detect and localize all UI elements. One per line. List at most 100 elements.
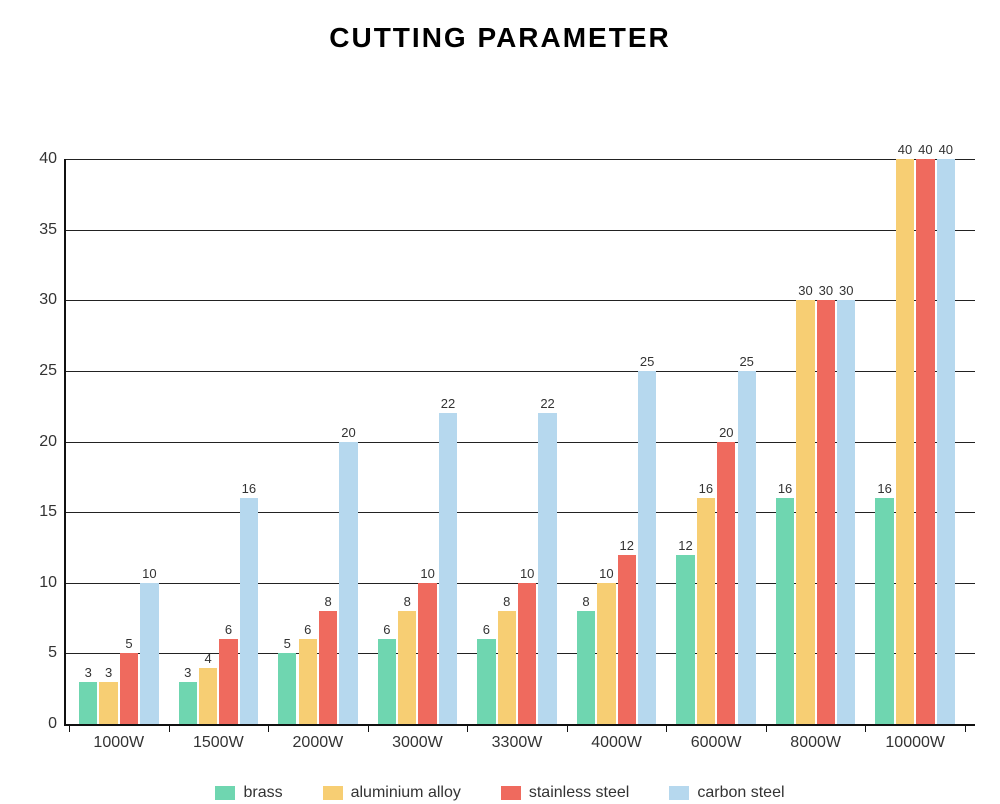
x-tick [865,724,866,732]
x-tick-label: 10000W [875,734,955,752]
x-tick-label: 6000W [676,734,756,752]
bar-brass [875,498,893,724]
bar-value-label: 16 [236,481,262,496]
y-tick-label: 10 [17,574,57,592]
bar-value-label: 10 [593,566,619,581]
chart-legend: brass aluminium alloy stainless steel carbo… [0,784,1000,802]
bar-carbon_steel [339,442,357,725]
bar-value-label: 22 [534,396,560,411]
bar-value-label: 12 [614,538,640,553]
bar-carbon_steel [240,498,258,724]
y-tick-label: 5 [17,644,57,662]
x-tick [467,724,468,732]
bar-value-label: 16 [871,481,897,496]
x-tick [169,724,170,732]
bar-value-label: 10 [514,566,540,581]
bar-value-label: 6 [215,622,241,637]
bar-brass [676,555,694,725]
y-tick-label: 0 [17,715,57,733]
bar-brass [179,682,197,724]
gridline [65,230,975,231]
legend-swatch [323,786,343,800]
x-tick-label: 3000W [378,734,458,752]
plot-area: 3351034616568206810226810228101225121620… [65,159,975,724]
x-tick [766,724,767,732]
bar-value-label: 30 [833,283,859,298]
x-tick [965,724,966,732]
bar-value-label: 8 [394,594,420,609]
bar-value-label: 6 [295,622,321,637]
bar-carbon_steel [439,413,457,724]
y-tick-label: 40 [17,150,57,168]
bar-carbon_steel [538,413,556,724]
bar-value-label: 16 [772,481,798,496]
x-tick-label: 3300W [477,734,557,752]
legend-item-stainless_steel: stainless steel [501,784,630,802]
y-tick-label: 20 [17,433,57,451]
legend-item-carbon_steel: carbon steel [669,784,784,802]
bar-stainless_steel [717,442,735,725]
bar-stainless_steel [418,583,436,724]
legend-swatch [669,786,689,800]
bar-value-label: 3 [175,665,201,680]
bar-stainless_steel [618,555,636,725]
x-axis [65,724,975,726]
x-tick [69,724,70,732]
legend-label: carbon steel [697,784,784,802]
bar-brass [278,653,296,724]
x-tick-label: 4000W [577,734,657,752]
x-tick [567,724,568,732]
bar-value-label: 5 [274,636,300,651]
x-tick-label: 1500W [179,734,259,752]
bar-aluminium_alloy [498,611,516,724]
bar-stainless_steel [916,159,934,724]
bar-brass [79,682,97,724]
legend-label: aluminium alloy [351,784,461,802]
bar-carbon_steel [638,371,656,724]
bar-carbon_steel [140,583,158,724]
bar-aluminium_alloy [896,159,914,724]
bar-value-label: 25 [734,354,760,369]
bar-aluminium_alloy [796,300,814,724]
x-tick-label: 8000W [776,734,856,752]
bar-aluminium_alloy [398,611,416,724]
bar-stainless_steel [219,639,237,724]
x-tick [666,724,667,732]
legend-swatch [215,786,235,800]
legend-item-brass: brass [215,784,282,802]
bar-brass [577,611,595,724]
bar-value-label: 20 [335,425,361,440]
bar-stainless_steel [120,653,138,724]
bar-aluminium_alloy [597,583,615,724]
bar-brass [477,639,495,724]
y-axis [64,159,66,726]
bar-stainless_steel [518,583,536,724]
legend-label: brass [243,784,282,802]
bar-value-label: 8 [315,594,341,609]
bar-value-label: 40 [933,142,959,157]
bar-value-label: 10 [414,566,440,581]
y-tick-label: 25 [17,362,57,380]
bar-value-label: 5 [116,636,142,651]
cutting-parameter-chart: 3351034616568206810226810228101225121620… [0,54,1000,764]
x-tick [368,724,369,732]
bar-carbon_steel [937,159,955,724]
bar-value-label: 6 [473,622,499,637]
x-tick-label: 1000W [79,734,159,752]
legend-item-aluminium_alloy: aluminium alloy [323,784,461,802]
chart-title: CUTTING PARAMETER [0,22,1000,54]
bar-aluminium_alloy [99,682,117,724]
legend-label: stainless steel [529,784,630,802]
x-tick [268,724,269,732]
bar-aluminium_alloy [299,639,317,724]
bar-value-label: 10 [136,566,162,581]
y-tick-label: 35 [17,221,57,239]
y-tick-label: 15 [17,503,57,521]
bar-value-label: 4 [195,651,221,666]
bar-value-label: 16 [693,481,719,496]
bar-aluminium_alloy [199,668,217,725]
bar-brass [776,498,794,724]
y-tick-label: 30 [17,291,57,309]
bar-stainless_steel [319,611,337,724]
bar-carbon_steel [738,371,756,724]
